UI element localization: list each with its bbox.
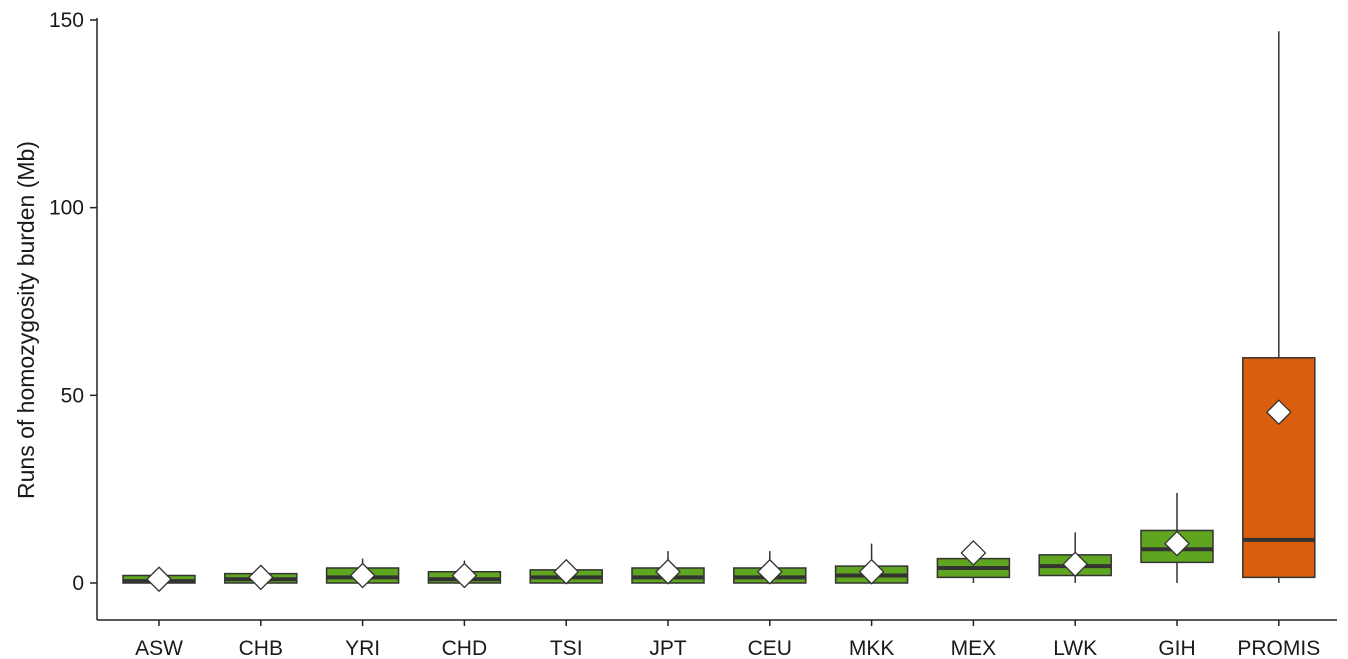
x-tick-label: CHB	[239, 637, 283, 659]
y-tick-label: 0	[72, 572, 84, 595]
mean-marker	[1062, 551, 1089, 578]
y-tick-label: 50	[61, 384, 84, 407]
box-chd	[427, 560, 502, 589]
x-tick-label: PROMIS	[1237, 637, 1320, 659]
mean-marker	[960, 540, 987, 566]
box-yri	[325, 558, 400, 589]
plot-area	[122, 31, 1316, 593]
mean-marker	[1265, 399, 1292, 426]
x-tick-label: CHD	[442, 637, 488, 659]
x-tick-label: MKK	[849, 637, 895, 659]
box-tsi	[529, 558, 603, 585]
mean-marker	[349, 562, 376, 589]
y-tick-label: 150	[49, 9, 84, 32]
x-axis: ASW CHB YRI CHD TSI JPT CEU MKK MEX LWK GIH PROMIS	[97, 619, 1337, 659]
box-mex	[936, 540, 1011, 583]
mean-marker	[247, 564, 274, 591]
mean-marker	[1164, 530, 1190, 557]
mean-marker	[655, 558, 681, 585]
box-lwk	[1038, 532, 1112, 583]
x-tick-label: CEU	[748, 637, 792, 659]
mean-marker	[756, 558, 783, 585]
x-tick-label: YRI	[345, 637, 380, 659]
box-iqr	[1242, 357, 1316, 579]
mean-marker	[146, 566, 172, 593]
mean-marker	[451, 562, 478, 589]
x-tick-label: ASW	[135, 637, 183, 659]
y-tick-label: 100	[49, 197, 84, 220]
box-gih	[1140, 492, 1214, 583]
x-tick-label: LWK	[1053, 637, 1097, 659]
x-tick-label: GIH	[1158, 637, 1195, 659]
y-axis: 0 50 100 150	[49, 9, 98, 620]
mean-marker	[858, 558, 885, 585]
mean-marker	[553, 558, 580, 585]
box-asw	[122, 566, 196, 593]
x-tick-label: MEX	[951, 637, 997, 659]
box-chb	[224, 564, 298, 591]
box-mkk	[834, 543, 909, 585]
box-promis	[1242, 31, 1316, 583]
x-tick-label: JPT	[649, 637, 687, 659]
box-ceu	[733, 551, 807, 585]
box-jpt	[631, 551, 705, 585]
y-axis-title: Runs of homozygosity burden (Mb)	[13, 141, 39, 499]
x-tick-label: TSI	[550, 637, 583, 659]
